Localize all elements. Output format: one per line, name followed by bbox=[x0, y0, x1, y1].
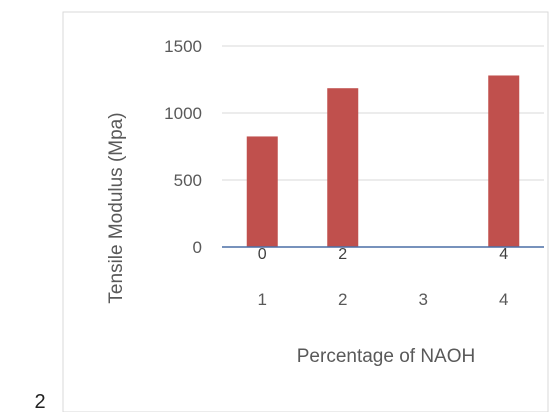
y-tick-label: 500 bbox=[174, 171, 202, 190]
x-axis-ticks: 1 2 3 4 bbox=[258, 290, 509, 309]
y-tick-label: 0 bbox=[193, 238, 202, 257]
bar bbox=[327, 88, 359, 248]
data-label: 4 bbox=[499, 246, 508, 263]
y-axis-title: Tensile Modulus (Mpa) bbox=[106, 112, 127, 303]
data-labels: 0 2 4 bbox=[258, 246, 509, 263]
page-number: 2 bbox=[34, 391, 45, 412]
data-label: 2 bbox=[338, 246, 347, 263]
x-axis-title: Percentage of NAOH bbox=[297, 346, 475, 367]
bars bbox=[246, 75, 520, 248]
x-tick-label: 3 bbox=[419, 290, 428, 309]
bar bbox=[246, 136, 278, 247]
y-tick-label: 1500 bbox=[164, 37, 202, 56]
y-axis-ticks: 0 500 1000 1500 bbox=[164, 37, 202, 257]
x-tick-label: 1 bbox=[258, 290, 267, 309]
data-label: 0 bbox=[258, 246, 267, 263]
x-tick-label: 2 bbox=[338, 290, 347, 309]
y-tick-label: 1000 bbox=[164, 104, 202, 123]
x-tick-label: 4 bbox=[499, 290, 508, 309]
bar bbox=[488, 75, 520, 247]
chart-frame bbox=[62, 11, 549, 412]
